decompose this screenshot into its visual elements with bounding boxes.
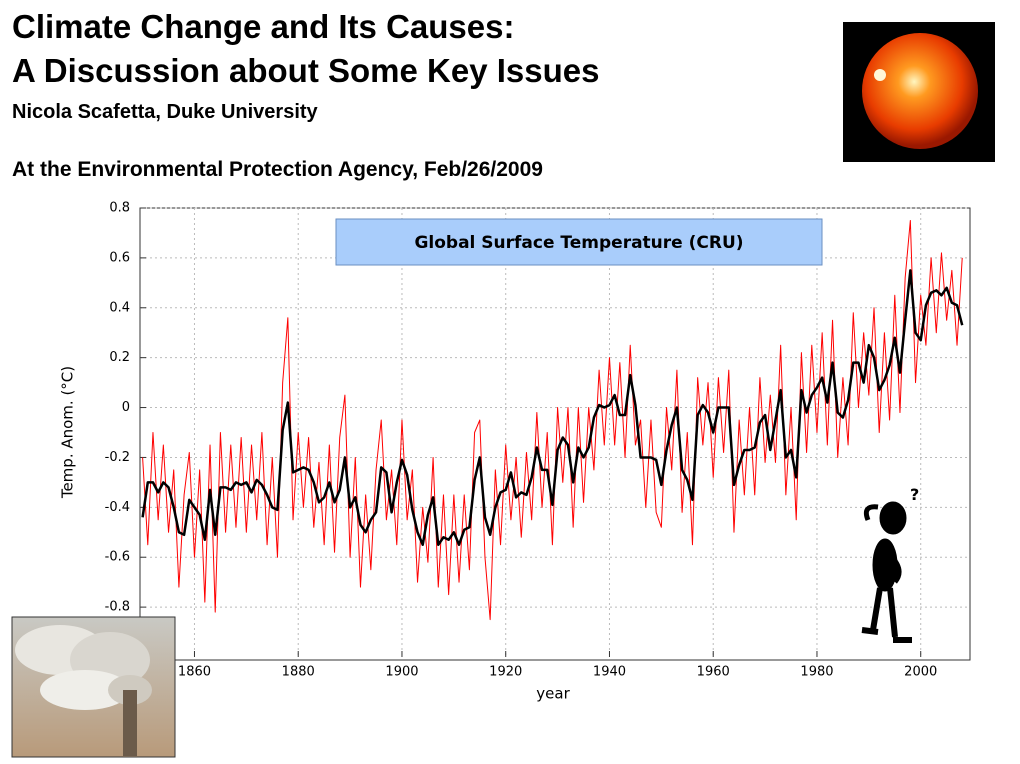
y-tick-label: 0.2 — [109, 350, 130, 365]
annotation: Global Surface Temperature (CRU) — [414, 233, 743, 253]
y-tick-label: 0.8 — [109, 201, 130, 216]
plot-frame — [139, 207, 971, 661]
venue: At the Environmental Protection Agency, … — [12, 158, 543, 181]
x-tick-label: 2000 — [904, 665, 937, 680]
annotation-box — [335, 218, 823, 266]
y-tick-label: -0.2 — [105, 450, 130, 465]
y-tick-label: -0.6 — [105, 550, 130, 565]
y-tick-label: 0 — [122, 400, 130, 415]
y-tick-label: 0.6 — [109, 250, 130, 265]
y-tick-label: 0.4 — [109, 300, 130, 315]
x-tick-label: 1980 — [800, 665, 833, 680]
sun-image — [843, 22, 995, 162]
y-tick-label: -0.8 — [105, 600, 130, 615]
x-tick-label: 1900 — [385, 665, 418, 680]
x-axis-label: year — [536, 685, 570, 703]
cartoon-figure: ? — [861, 485, 919, 643]
x-tick-label: 1860 — [178, 665, 211, 680]
lines — [141, 219, 964, 621]
x-tick-label: 1940 — [593, 665, 626, 680]
x-tick-label: 1960 — [697, 665, 730, 680]
x-tick-label: 1920 — [489, 665, 522, 680]
title-line: Climate Change and Its Causes: — [12, 8, 515, 45]
series-line — [141, 269, 964, 546]
y-axis-label: Temp. Anom. (°C) — [59, 366, 77, 499]
svg-text:?: ? — [910, 485, 919, 504]
x-tick-label: 1880 — [282, 665, 315, 680]
y-tick-label: -0.4 — [105, 500, 130, 515]
title-line: A Discussion about Some Key Issues — [12, 52, 600, 89]
author: Nicola Scafetta, Duke University — [12, 101, 318, 123]
smokestack-image — [11, 616, 176, 758]
